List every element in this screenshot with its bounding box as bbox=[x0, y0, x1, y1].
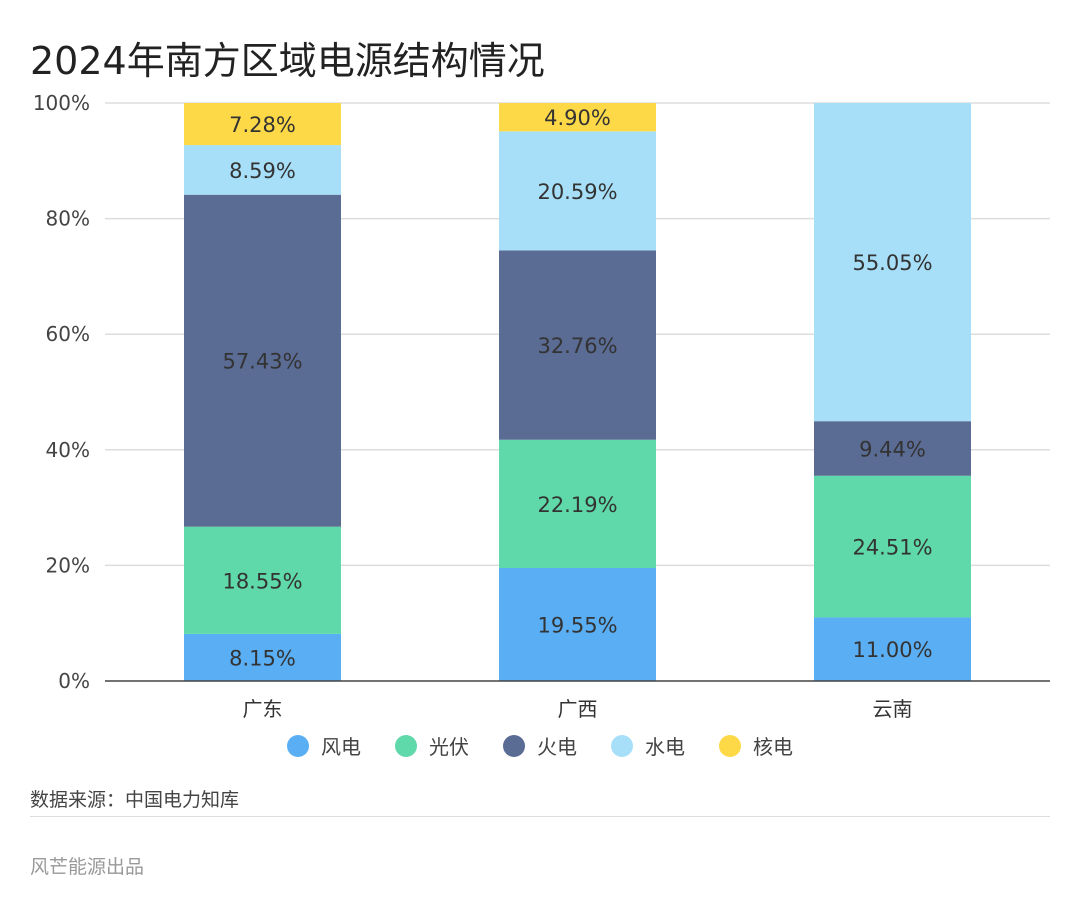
y-tick-label: 0% bbox=[58, 669, 90, 693]
legend-item: 光伏 bbox=[395, 731, 469, 760]
bar-segment bbox=[184, 633, 341, 681]
bar-segment bbox=[499, 131, 656, 251]
y-tick-label: 20% bbox=[46, 553, 90, 577]
bar-segment bbox=[184, 103, 341, 146]
legend-item: 风电 bbox=[287, 731, 361, 760]
y-tick-label: 80% bbox=[46, 207, 90, 231]
x-tick-label: 广东 bbox=[243, 697, 283, 720]
bar-segment bbox=[184, 194, 341, 527]
legend-swatch bbox=[395, 734, 417, 757]
data-label: 19.55% bbox=[537, 614, 617, 638]
legend-label: 核电 bbox=[753, 735, 793, 759]
data-label: 24.51% bbox=[852, 536, 932, 560]
legend-label: 火电 bbox=[537, 735, 577, 759]
stacked-bar-chart: 0% 20% 40% 60% 80% 100% 8.15% 18.55% 57.43% 8.59%… bbox=[33, 91, 1050, 720]
legend-swatch bbox=[719, 734, 741, 757]
data-label: 22.19% bbox=[537, 493, 617, 517]
bar-segment bbox=[184, 145, 341, 195]
data-label: 55.05% bbox=[852, 251, 932, 275]
legend-label: 光伏 bbox=[429, 735, 469, 759]
brand-credit: 风芒能源出品 bbox=[30, 856, 145, 878]
bar-segment bbox=[499, 250, 656, 440]
data-label: 8.15% bbox=[229, 646, 296, 670]
data-label: 20.59% bbox=[537, 180, 617, 204]
bar-segment bbox=[814, 617, 971, 681]
bar-segment bbox=[499, 439, 656, 569]
bar-segment bbox=[499, 103, 656, 132]
legend: 风电 光伏 火电 水电 核电 bbox=[0, 731, 1080, 760]
data-label: 18.55% bbox=[222, 569, 302, 593]
data-label: 4.90% bbox=[544, 106, 611, 130]
legend-label: 水电 bbox=[645, 735, 685, 759]
bar-segment bbox=[184, 526, 341, 634]
x-tick-label: 云南 bbox=[873, 697, 913, 720]
legend-item: 水电 bbox=[611, 731, 685, 760]
bar-segment bbox=[814, 475, 971, 618]
legend-swatch bbox=[287, 734, 309, 757]
data-label: 57.43% bbox=[222, 350, 302, 374]
x-tick-label: 广西 bbox=[558, 697, 598, 720]
legend-swatch bbox=[503, 734, 525, 757]
data-label: 32.76% bbox=[537, 334, 617, 358]
data-label: 11.00% bbox=[852, 638, 932, 662]
data-label: 7.28% bbox=[229, 113, 296, 137]
chart-title: 2024年南方区域电源结构情况 bbox=[30, 39, 545, 83]
data-label: 9.44% bbox=[859, 437, 926, 461]
legend-item: 核电 bbox=[719, 731, 793, 760]
legend-label: 风电 bbox=[321, 735, 361, 759]
legend-item: 火电 bbox=[503, 731, 577, 760]
y-tick-label: 60% bbox=[46, 322, 90, 346]
divider bbox=[30, 816, 1050, 817]
bar-segment bbox=[499, 568, 656, 681]
y-tick-label: 100% bbox=[33, 91, 90, 115]
y-tick-label: 40% bbox=[46, 438, 90, 462]
data-source: 数据来源：中国电力知库 bbox=[30, 789, 240, 811]
bar-segment bbox=[814, 103, 971, 422]
data-label: 8.59% bbox=[229, 159, 296, 183]
legend-swatch bbox=[611, 734, 633, 757]
bar-segment bbox=[814, 421, 971, 476]
